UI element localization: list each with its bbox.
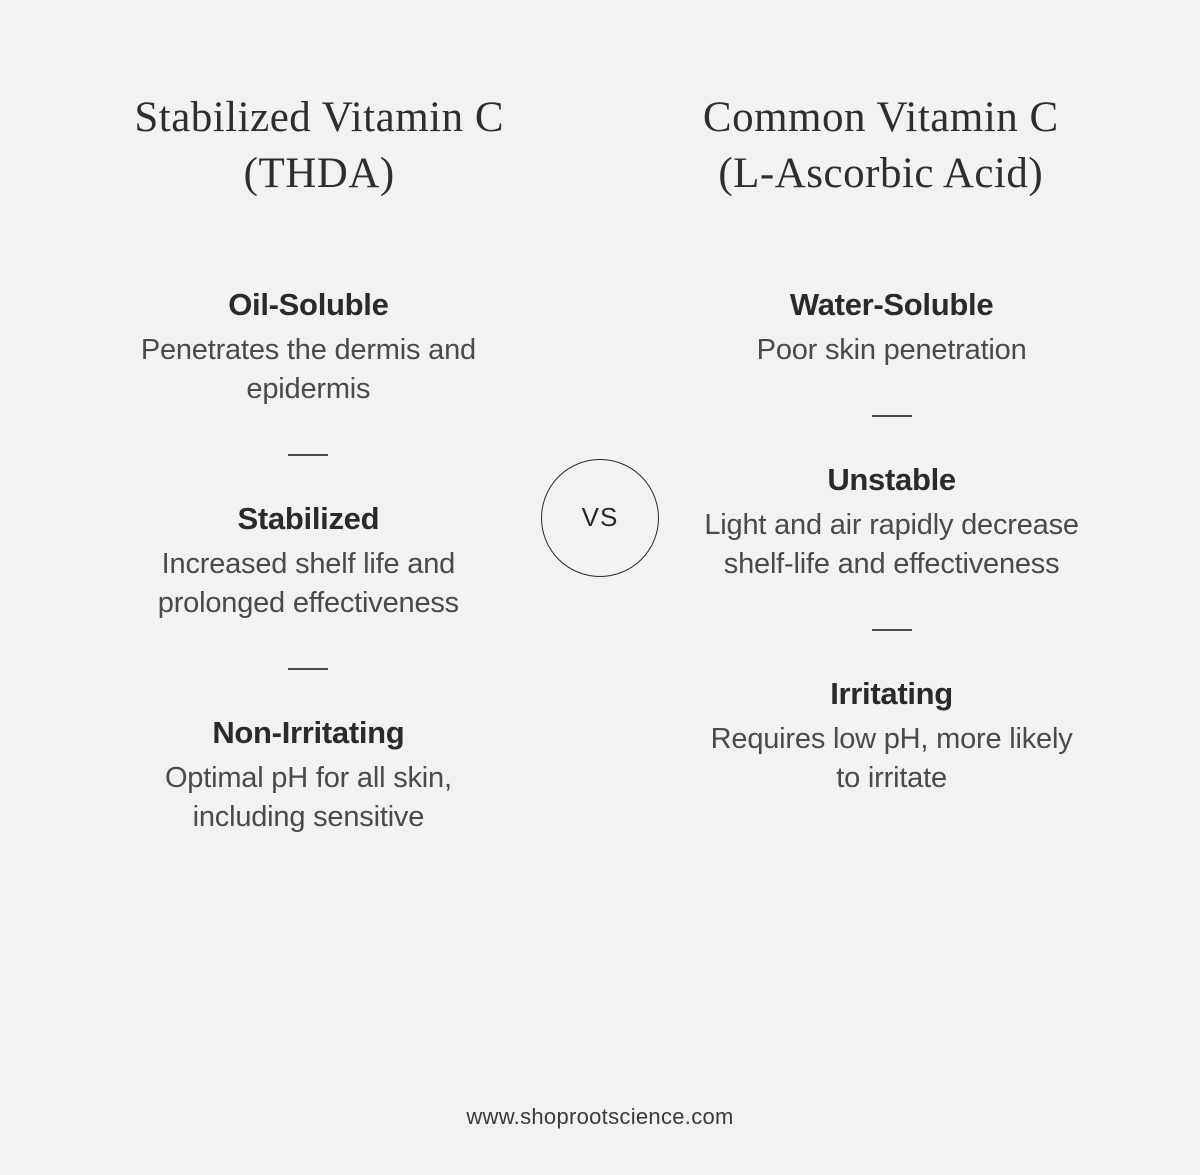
feature-heading: Unstable	[702, 462, 1082, 498]
left-feature-3: Non-Irritating Optimal pH for all skin, …	[118, 715, 498, 837]
feature-desc: Requires low pH, more likely to irritate	[702, 720, 1082, 798]
left-title-line1: Stabilized Vitamin C	[134, 94, 504, 141]
left-header: Stabilized Vitamin C (THDA)	[60, 90, 578, 202]
right-title-line2: (L-Ascorbic Acid)	[718, 150, 1043, 197]
feature-heading: Irritating	[702, 676, 1082, 712]
vs-badge: VS	[541, 459, 659, 577]
feature-desc: Increased shelf life and prolonged effec…	[118, 545, 498, 623]
comparison-infographic: Stabilized Vitamin C (THDA) Common Vitam…	[0, 0, 1200, 1175]
left-feature-2: Stabilized Increased shelf life and prol…	[118, 501, 498, 623]
feature-desc: Poor skin penetration	[757, 331, 1027, 370]
right-feature-3: Irritating Requires low pH, more likely …	[702, 676, 1082, 798]
divider	[872, 629, 912, 631]
right-column: Water-Soluble Poor skin penetration Unst…	[643, 287, 1140, 1175]
left-feature-1: Oil-Soluble Penetrates the dermis and ep…	[118, 287, 498, 409]
right-header: Common Vitamin C (L-Ascorbic Acid)	[622, 90, 1140, 202]
feature-heading: Non-Irritating	[118, 715, 498, 751]
feature-desc: Penetrates the dermis and epidermis	[118, 331, 498, 409]
right-feature-2: Unstable Light and air rapidly decrease …	[702, 462, 1082, 584]
divider	[288, 668, 328, 670]
footer-url: www.shoprootscience.com	[0, 1104, 1200, 1130]
divider	[872, 415, 912, 417]
left-title-line2: (THDA)	[244, 150, 395, 197]
vs-label: VS	[582, 502, 619, 533]
feature-desc: Light and air rapidly decrease shelf-lif…	[702, 506, 1082, 584]
feature-heading: Stabilized	[118, 501, 498, 537]
feature-desc: Optimal pH for all skin, including sensi…	[118, 759, 498, 837]
right-title: Common Vitamin C (L-Ascorbic Acid)	[622, 90, 1140, 202]
right-title-line1: Common Vitamin C	[703, 94, 1059, 141]
left-column: Oil-Soluble Penetrates the dermis and ep…	[60, 287, 557, 1175]
right-feature-1: Water-Soluble Poor skin penetration	[757, 287, 1027, 370]
left-title: Stabilized Vitamin C (THDA)	[60, 90, 578, 202]
feature-heading: Water-Soluble	[757, 287, 1027, 323]
header-row: Stabilized Vitamin C (THDA) Common Vitam…	[60, 90, 1140, 202]
feature-columns: Oil-Soluble Penetrates the dermis and ep…	[60, 287, 1140, 1175]
divider	[288, 454, 328, 456]
feature-heading: Oil-Soluble	[118, 287, 498, 323]
